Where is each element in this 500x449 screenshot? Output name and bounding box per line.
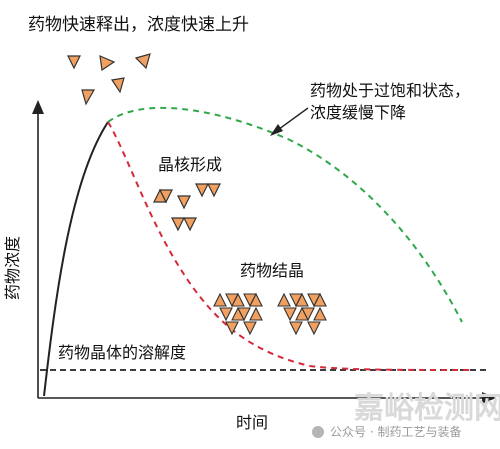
x-axis-arrow-icon — [482, 392, 496, 404]
crystal-triangle — [231, 292, 245, 307]
solubility-label: 药物晶体的溶解度 — [58, 343, 186, 362]
crystal-triangle — [225, 321, 239, 336]
nucleus-triangle — [159, 189, 173, 204]
crystal-triangle — [219, 307, 233, 322]
watermark-sub: 公众号 · 制药工艺与装备 — [330, 425, 461, 439]
top-label: 药物快速释出，浓度快速上升 — [28, 15, 249, 35]
particle-triangle — [67, 55, 81, 70]
wechat-icon — [312, 426, 324, 438]
pointer-arrowhead-icon — [270, 124, 283, 136]
watermark-main: 嘉峪检测网 — [354, 391, 500, 426]
crystal-triangle — [237, 307, 251, 322]
nucleus-triangle — [177, 195, 191, 210]
crystallization-label: 药物结晶 — [240, 261, 304, 280]
dissolving-particles — [67, 53, 151, 106]
crystal-triangle — [249, 292, 263, 307]
crystal-triangle — [277, 292, 291, 307]
nucleation-label: 晶核形成 — [158, 155, 222, 174]
crystal-triangle — [313, 292, 327, 307]
particle-triangle — [81, 89, 96, 106]
supersaturation-label-line1: 药物处于过饱和状态， — [310, 81, 470, 100]
x-axis-label: 时间 — [236, 413, 268, 432]
crystal-triangle — [243, 321, 257, 336]
crystal-triangle — [283, 307, 297, 322]
crystal-cluster-left — [213, 292, 263, 336]
nucleation-cluster — [153, 183, 221, 232]
nucleus-triangle — [183, 217, 197, 232]
particle-triangle — [134, 53, 151, 70]
particle-triangle — [110, 77, 125, 94]
supersaturation-label-line2: 浓度缓慢下降 — [310, 103, 406, 122]
crystallization-curve — [107, 121, 471, 371]
crystal-triangle — [289, 321, 303, 336]
crystal-triangle — [249, 306, 263, 321]
y-axis-arrow-icon — [32, 100, 44, 114]
nucleus-triangle — [195, 183, 209, 198]
crystal-triangle — [295, 292, 309, 307]
crystal-triangle — [301, 307, 315, 322]
crystal-cluster-right — [277, 292, 327, 336]
particle-triangle — [99, 55, 116, 72]
supersaturation-curve — [107, 106, 463, 323]
nucleus-triangle — [171, 217, 185, 232]
crystal-triangle — [313, 306, 327, 321]
y-axis-label: 药物浓度 — [3, 236, 22, 300]
nucleus-triangle — [207, 183, 221, 198]
concentration-rise-curve — [43, 121, 109, 397]
crystal-triangle — [307, 321, 321, 336]
crystal-triangle — [213, 292, 227, 307]
